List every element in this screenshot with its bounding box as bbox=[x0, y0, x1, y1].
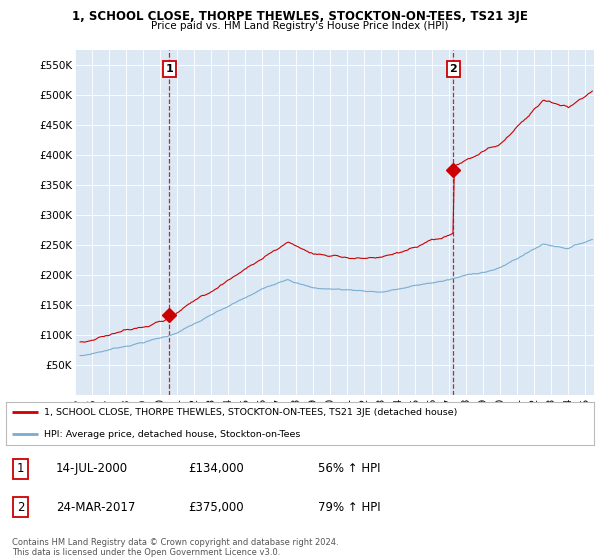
Text: 1: 1 bbox=[17, 463, 25, 475]
Text: 79% ↑ HPI: 79% ↑ HPI bbox=[317, 501, 380, 514]
Text: 1, SCHOOL CLOSE, THORPE THEWLES, STOCKTON-ON-TEES, TS21 3JE: 1, SCHOOL CLOSE, THORPE THEWLES, STOCKTO… bbox=[72, 10, 528, 23]
Text: HPI: Average price, detached house, Stockton-on-Tees: HPI: Average price, detached house, Stoc… bbox=[44, 430, 301, 439]
Text: 24-MAR-2017: 24-MAR-2017 bbox=[56, 501, 136, 514]
Text: 1, SCHOOL CLOSE, THORPE THEWLES, STOCKTON-ON-TEES, TS21 3JE (detached house): 1, SCHOOL CLOSE, THORPE THEWLES, STOCKTO… bbox=[44, 408, 458, 417]
Text: £134,000: £134,000 bbox=[188, 463, 244, 475]
Text: 1: 1 bbox=[166, 64, 173, 74]
Text: 56% ↑ HPI: 56% ↑ HPI bbox=[317, 463, 380, 475]
Text: Price paid vs. HM Land Registry's House Price Index (HPI): Price paid vs. HM Land Registry's House … bbox=[151, 21, 449, 31]
Text: 2: 2 bbox=[17, 501, 25, 514]
Text: 2: 2 bbox=[449, 64, 457, 74]
Text: Contains HM Land Registry data © Crown copyright and database right 2024.
This d: Contains HM Land Registry data © Crown c… bbox=[12, 538, 338, 557]
Text: £375,000: £375,000 bbox=[188, 501, 244, 514]
Text: 14-JUL-2000: 14-JUL-2000 bbox=[56, 463, 128, 475]
